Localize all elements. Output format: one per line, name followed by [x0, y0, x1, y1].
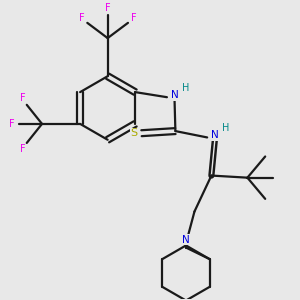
Text: F: F — [79, 13, 84, 23]
Text: S: S — [130, 128, 137, 138]
Text: H: H — [222, 123, 230, 133]
Text: F: F — [9, 119, 14, 129]
Text: H: H — [182, 83, 189, 93]
Text: F: F — [105, 3, 110, 13]
Text: N: N — [211, 130, 219, 140]
Text: F: F — [131, 13, 137, 23]
Text: N: N — [171, 90, 178, 100]
Text: F: F — [20, 144, 25, 154]
Text: F: F — [20, 94, 25, 103]
Text: N: N — [182, 235, 190, 245]
